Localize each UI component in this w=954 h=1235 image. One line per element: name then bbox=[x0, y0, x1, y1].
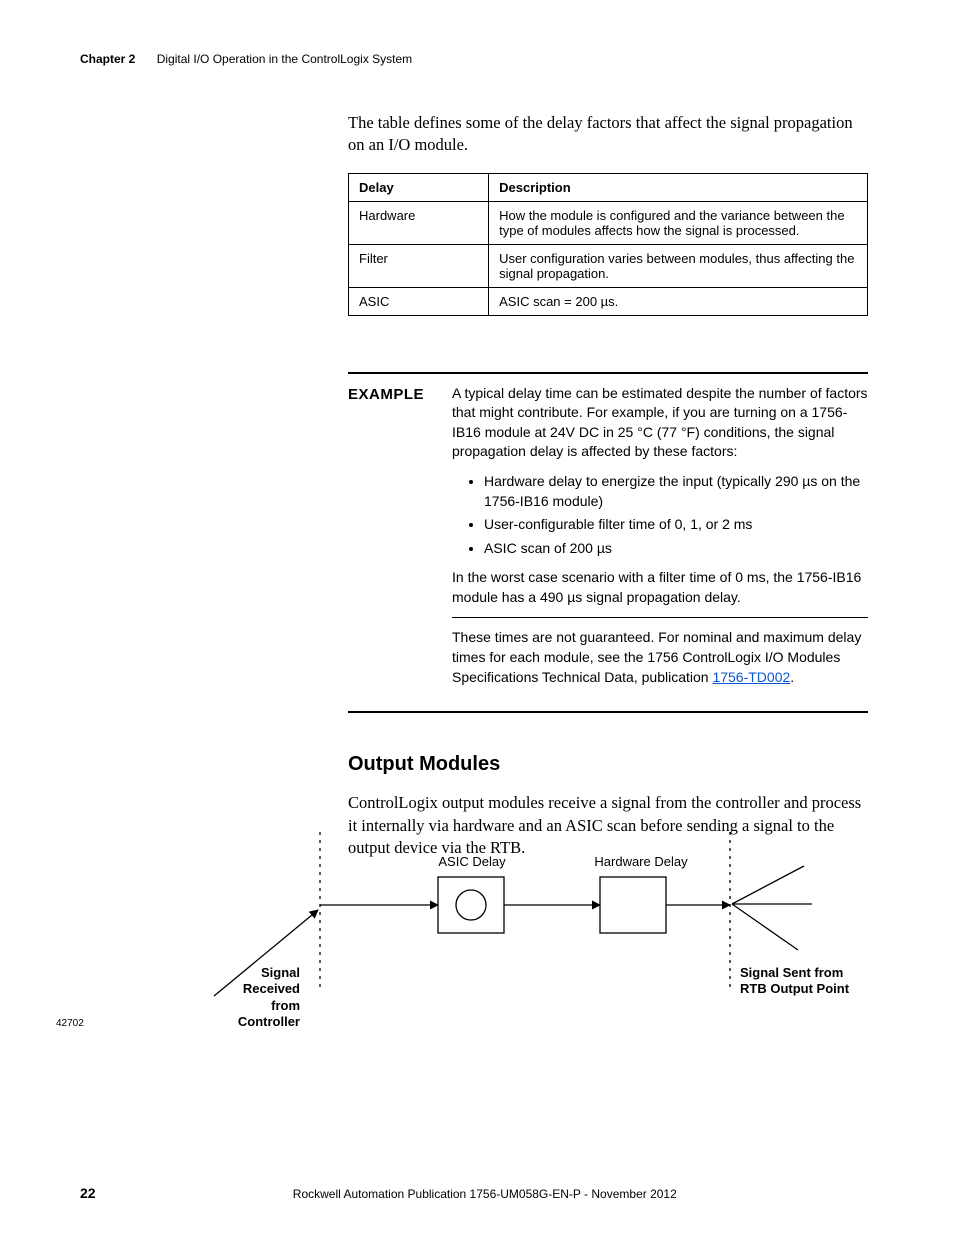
example-bullet: User-configurable filter time of 0, 1, o… bbox=[484, 515, 868, 535]
figure-reference-number: 42702 bbox=[56, 1018, 84, 1029]
page-footer: 22 Rockwell Automation Publication 1756-… bbox=[80, 1185, 874, 1201]
example-note-prefix: These times are not guaranteed. For nomi… bbox=[452, 629, 861, 684]
example-bullet: Hardware delay to energize the input (ty… bbox=[484, 472, 868, 511]
table-cell: ASIC bbox=[349, 287, 489, 315]
diagram-asic-label: ASIC Delay bbox=[432, 854, 512, 869]
table-cell: Hardware bbox=[349, 201, 489, 244]
publication-link[interactable]: 1756-TD002 bbox=[712, 669, 790, 685]
example-bullets: Hardware delay to energize the input (ty… bbox=[452, 472, 868, 558]
chapter-number: Chapter 2 bbox=[80, 52, 135, 66]
publication-info: Rockwell Automation Publication 1756-UM0… bbox=[96, 1187, 874, 1201]
signal-flow-diagram: ASIC Delay Hardware Delay Signal Receive… bbox=[80, 822, 874, 1022]
diagram-left-caption: Signal Received from Controller bbox=[208, 965, 300, 1030]
example-intro: A typical delay time can be estimated de… bbox=[452, 384, 868, 462]
diagram-left-caption-l1: Signal Received bbox=[243, 965, 300, 996]
table-header-row: Delay Description bbox=[349, 173, 868, 201]
table-header: Delay bbox=[349, 173, 489, 201]
intro-paragraph: The table defines some of the delay fact… bbox=[348, 112, 868, 157]
table-row: Filter User configuration varies between… bbox=[349, 244, 868, 287]
example-bullet: ASIC scan of 200 µs bbox=[484, 539, 868, 559]
section-heading: Output Modules bbox=[348, 753, 868, 776]
table-cell: User configuration varies between module… bbox=[489, 244, 868, 287]
example-label: EXAMPLE bbox=[348, 384, 452, 698]
example-callout: EXAMPLE A typical delay time can be esti… bbox=[348, 372, 868, 714]
example-worst-case: In the worst case scenario with a filter… bbox=[452, 568, 868, 607]
table-header: Description bbox=[489, 173, 868, 201]
diagram-right-caption-l2: RTB Output Point bbox=[740, 981, 849, 996]
table-cell: ASIC scan = 200 µs. bbox=[489, 287, 868, 315]
example-note-suffix: . bbox=[790, 669, 794, 685]
example-note: These times are not guaranteed. For nomi… bbox=[452, 628, 868, 687]
table-row: ASIC ASIC scan = 200 µs. bbox=[349, 287, 868, 315]
diagram-hardware-label: Hardware Delay bbox=[586, 854, 696, 869]
running-header: Chapter 2 Digital I/O Operation in the C… bbox=[80, 52, 874, 66]
diagram-right-caption-l1: Signal Sent from bbox=[740, 965, 843, 980]
example-divider bbox=[452, 617, 868, 618]
chapter-title: Digital I/O Operation in the ControlLogi… bbox=[157, 52, 412, 66]
table-row: Hardware How the module is configured an… bbox=[349, 201, 868, 244]
table-cell: Filter bbox=[349, 244, 489, 287]
delay-table: Delay Description Hardware How the modul… bbox=[348, 173, 868, 316]
page-number: 22 bbox=[80, 1185, 96, 1201]
diagram-right-caption: Signal Sent from RTB Output Point bbox=[740, 965, 850, 998]
diagram-left-caption-l2: from Controller bbox=[238, 998, 300, 1029]
table-cell: How the module is configured and the var… bbox=[489, 201, 868, 244]
